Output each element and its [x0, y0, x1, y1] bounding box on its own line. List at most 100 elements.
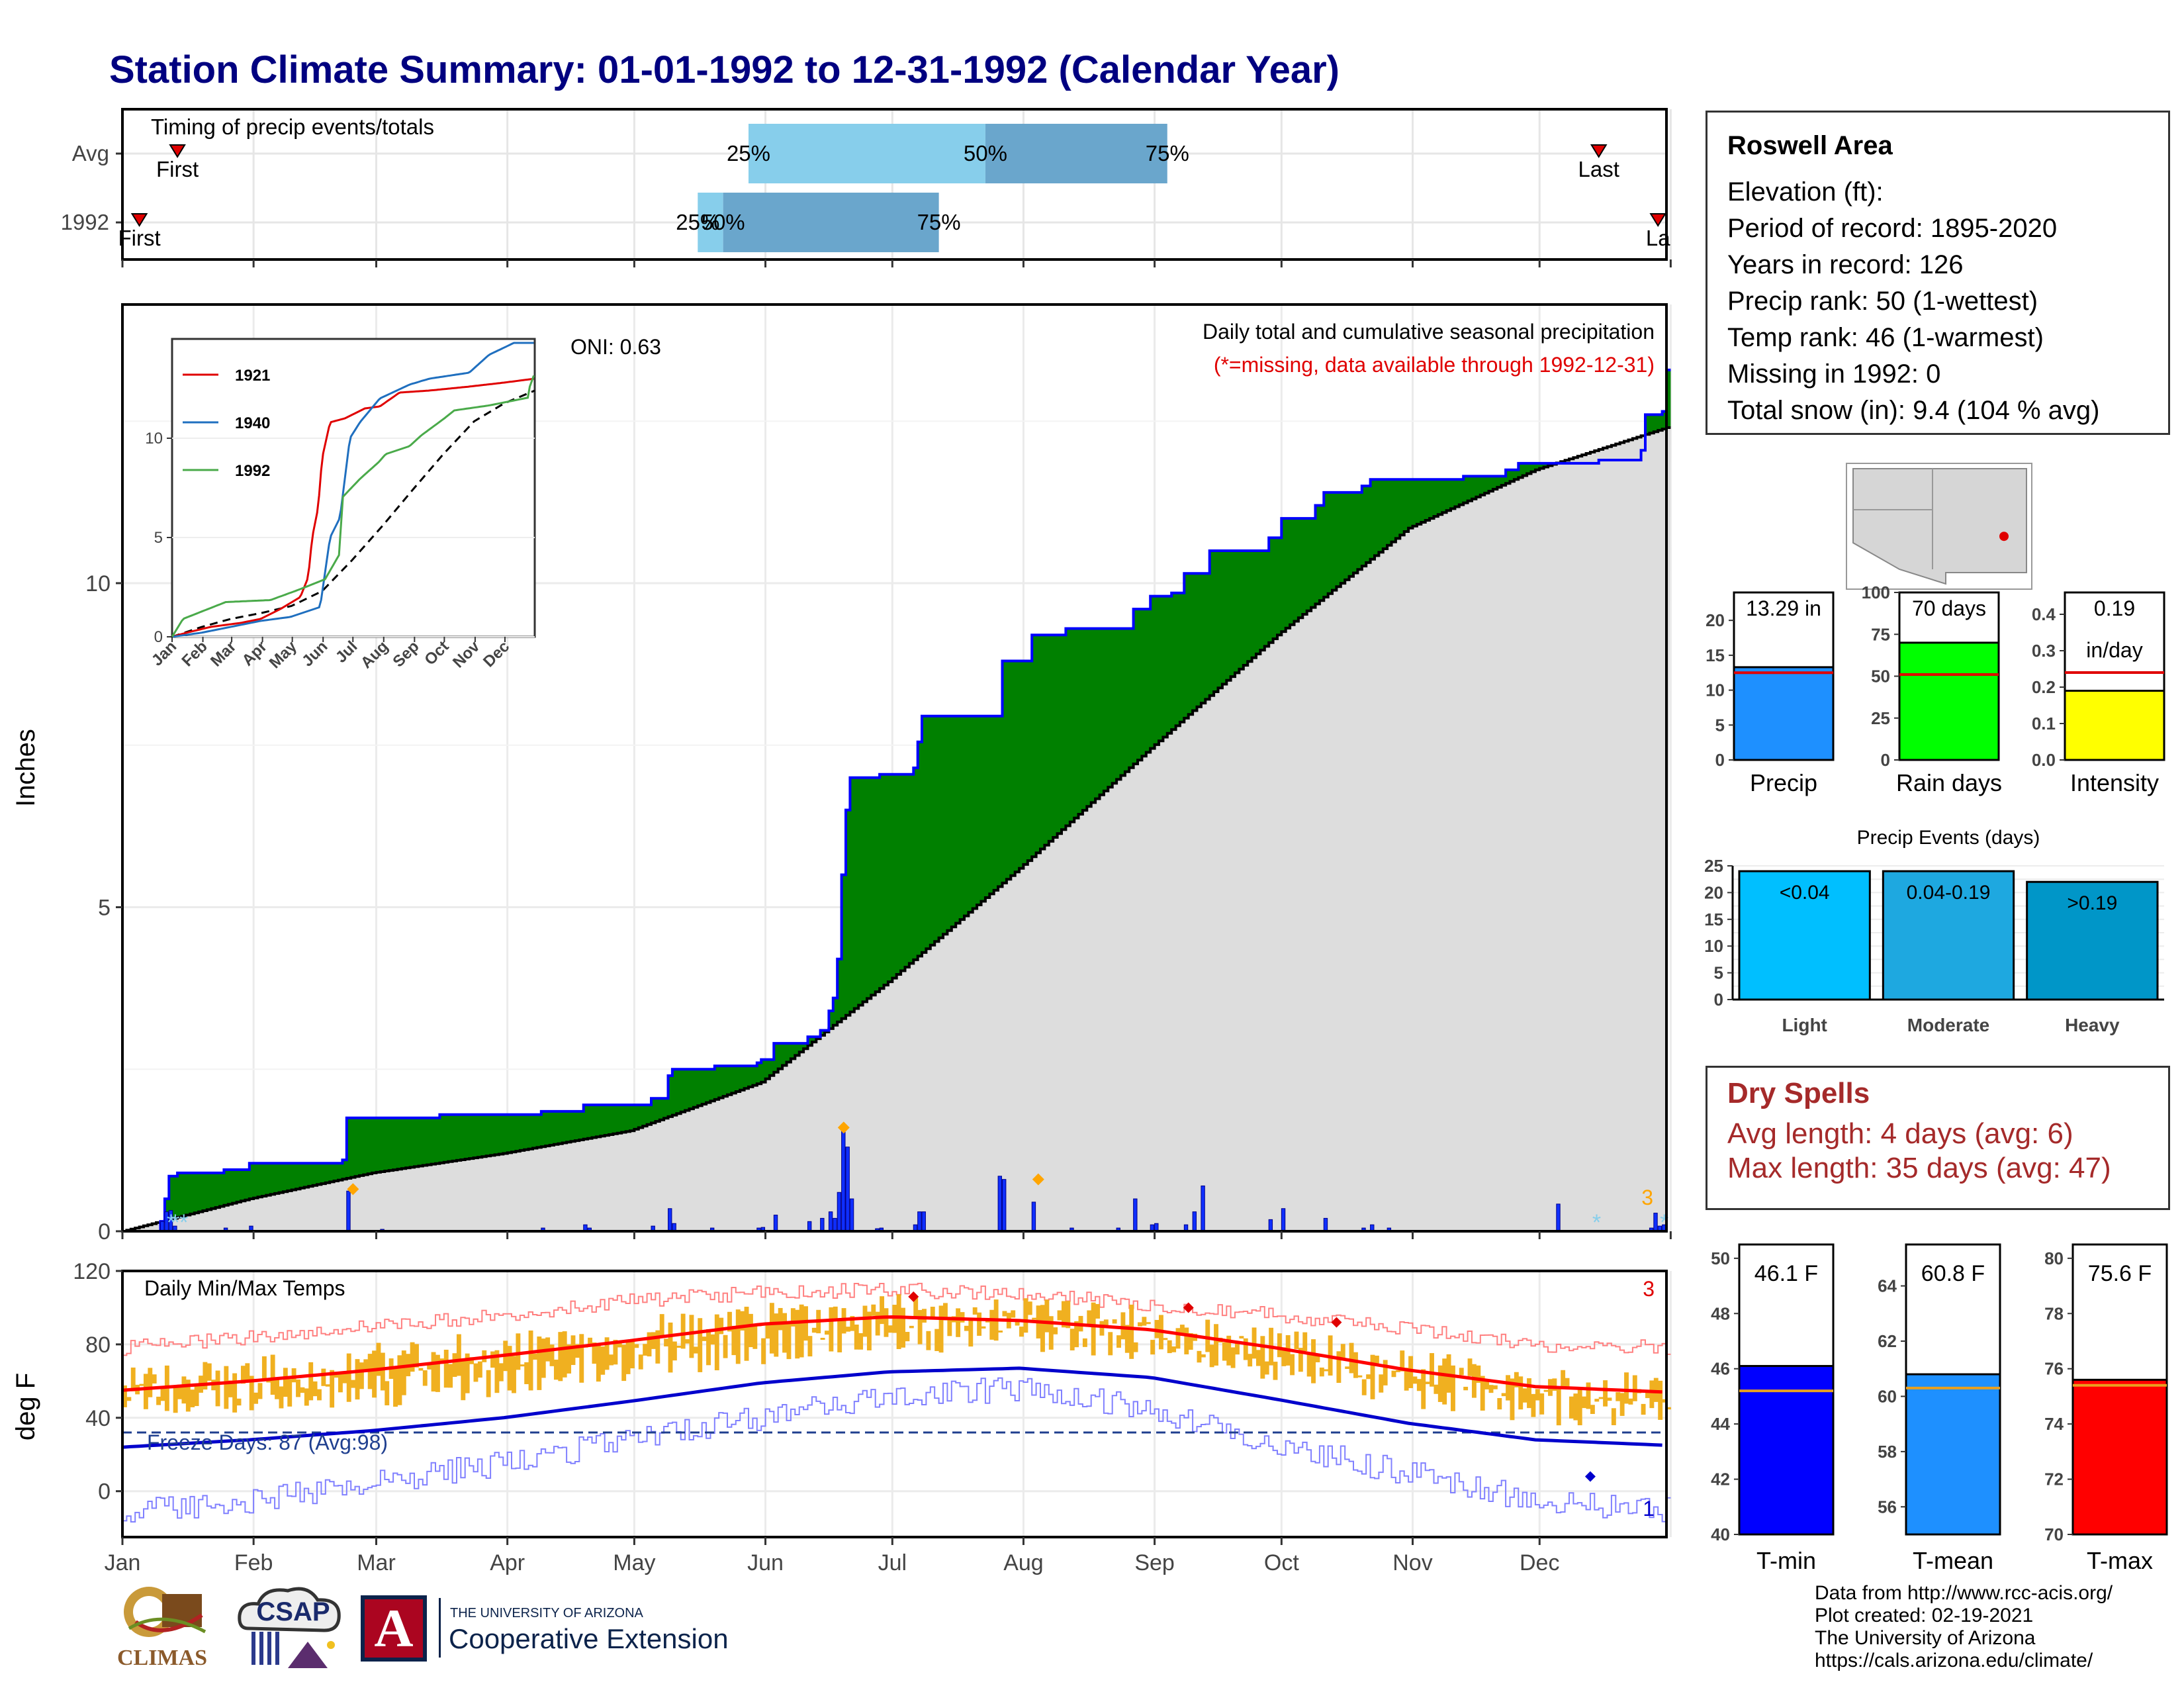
daily-temp-range-bar: [1103, 1319, 1109, 1328]
daily-temp-range-bar: [905, 1332, 910, 1342]
daily-temp-range-bar: [744, 1307, 749, 1361]
daily-temp-range-bar: [498, 1363, 504, 1382]
ua-name: THE UNIVERSITY OF ARIZONA: [450, 1606, 643, 1620]
daily-temp-range-bar: [1446, 1354, 1451, 1393]
daily-temp-range-bar: [892, 1305, 897, 1333]
daily-temp-range-bar: [1281, 1347, 1287, 1366]
daily-temp-range-bar: [1294, 1331, 1299, 1350]
daily-temp-range-bar: [1099, 1321, 1105, 1336]
daily-temp-range-bar: [1522, 1388, 1527, 1403]
temp-bar-y-tick-label: 76: [2044, 1359, 2064, 1379]
daily-temp-range-bar: [418, 1368, 424, 1371]
daily-precip-bar: [1323, 1217, 1328, 1232]
missing-day-marker: *: [1592, 1210, 1601, 1235]
daily-temp-range-bar: [1383, 1360, 1388, 1385]
daily-temp-range-bar: [795, 1309, 800, 1359]
temp-bar-value: 46.1 F: [1754, 1261, 1818, 1286]
daily-precip-bar: [997, 1176, 1002, 1232]
daily-temp-range-bar: [769, 1303, 774, 1354]
daily-temp-range-bar: [1319, 1367, 1324, 1377]
daily-temp-range-bar: [845, 1327, 850, 1332]
mini-y-tick-label: 25: [1871, 708, 1890, 728]
daily-temp-range-bar: [604, 1337, 610, 1370]
daily-temp-range-bar: [1632, 1375, 1637, 1401]
daily-temp-range-bar: [698, 1318, 703, 1372]
daily-temp-range-bar: [1209, 1344, 1214, 1368]
daily-temp-range-bar: [1129, 1304, 1134, 1359]
daily-temp-range-bar: [1011, 1310, 1016, 1318]
daily-temp-range-bar: [194, 1383, 199, 1407]
daily-temp-range-bar: [1019, 1327, 1024, 1337]
daily-temp-range-bar: [866, 1311, 872, 1350]
daily-temp-range-bar: [1061, 1301, 1066, 1328]
record-max-line: [122, 1282, 1671, 1356]
mini-y-tick-label: 75: [1871, 624, 1890, 644]
daily-temp-range-bar: [524, 1362, 529, 1384]
daily-temp-range-bar: [680, 1313, 686, 1349]
daily-temp-range-bar: [203, 1362, 208, 1390]
daily-temp-range-bar: [862, 1305, 868, 1337]
daily-temp-range-bar: [321, 1368, 326, 1386]
daily-temp-range-bar: [126, 1397, 132, 1401]
daily-temp-range-bar: [803, 1306, 808, 1341]
last-event-marker: [1649, 213, 1667, 227]
daily-temp-range-bar: [1112, 1319, 1117, 1324]
daily-temp-range-bar: [1175, 1328, 1181, 1349]
events-y-tick-label: 5: [1714, 963, 1723, 983]
daily-temp-range-bar: [752, 1325, 758, 1349]
daily-temp-range-bar: [1437, 1365, 1443, 1402]
daily-temp-range-bar: [1404, 1368, 1409, 1391]
daily-temp-range-bar: [981, 1326, 986, 1329]
precip-y-tick-label: 5: [98, 895, 111, 920]
daily-temp-range-bar: [1379, 1374, 1384, 1393]
daily-temp-range-bar: [972, 1307, 978, 1315]
timing-q25-q50-bar: [748, 124, 985, 183]
daily-temp-range-bar: [325, 1384, 330, 1387]
csap-logo-text: CSAP: [256, 1597, 330, 1626]
mini-y-tick-label: 0.2: [2032, 677, 2056, 697]
daily-precip-bar: [1133, 1198, 1138, 1232]
timing-first-label: First: [118, 226, 160, 250]
first-event-marker: [169, 144, 186, 158]
daily-temp-range-bar: [1057, 1310, 1062, 1321]
daily-temp-range-bar: [385, 1381, 390, 1405]
daily-temp-range-bar: [1569, 1396, 1574, 1419]
daily-temp-range-bar: [621, 1344, 627, 1382]
precip-y-tick-label: 10: [85, 571, 111, 596]
daily-temp-range-bar: [224, 1366, 229, 1409]
daily-temp-range-bar: [820, 1337, 825, 1340]
events-y-tick-label: 20: [1704, 882, 1723, 902]
daily-temp-range-bar: [1492, 1385, 1498, 1389]
station-info-panel: Roswell Area Elevation (ft): Period of r…: [1706, 111, 2170, 435]
daily-temp-range-bar: [740, 1311, 745, 1331]
record-high-marker: [1183, 1302, 1194, 1313]
month-tick-label: Dec: [1520, 1550, 1559, 1575]
cumulative-1992-line: [122, 368, 1671, 1233]
dry-spells-title: Dry Spells: [1727, 1077, 1870, 1109]
month-tick-label: Aug: [1003, 1550, 1044, 1575]
daily-temp-range-bar: [461, 1359, 466, 1401]
daily-temp-range-bar: [735, 1309, 741, 1364]
daily-temp-range-bar: [1171, 1346, 1177, 1352]
credit-line: The University of Arizona: [1815, 1627, 2036, 1649]
daily-temp-range-bar: [825, 1331, 829, 1335]
daily-temp-range-bar: [148, 1368, 153, 1397]
record-precip-marker: [347, 1183, 359, 1196]
daily-precip-bar: [921, 1211, 926, 1232]
month-tick-label: Nov: [1392, 1550, 1432, 1575]
daily-temp-range-bar: [934, 1329, 940, 1352]
daily-temp-range-bar: [1598, 1397, 1604, 1399]
daily-temp-range-bar: [1095, 1303, 1101, 1319]
daily-temp-range-bar: [1366, 1374, 1371, 1380]
mini-value-label: 70 days: [1912, 596, 1986, 620]
daily-temp-range-bar: [968, 1318, 974, 1347]
daily-temp-range-bar: [257, 1383, 263, 1399]
last-event-marker: [1590, 144, 1608, 158]
daily-temp-range-bar: [1653, 1378, 1659, 1402]
daily-temp-range-bar: [1527, 1378, 1531, 1409]
daily-temp-range-bar: [334, 1375, 339, 1378]
daily-precip-bar: [1201, 1185, 1205, 1232]
daily-temp-range-bar: [1662, 1399, 1667, 1403]
daily-temp-range-bar: [1214, 1324, 1218, 1366]
daily-temp-range-bar: [1015, 1319, 1020, 1326]
